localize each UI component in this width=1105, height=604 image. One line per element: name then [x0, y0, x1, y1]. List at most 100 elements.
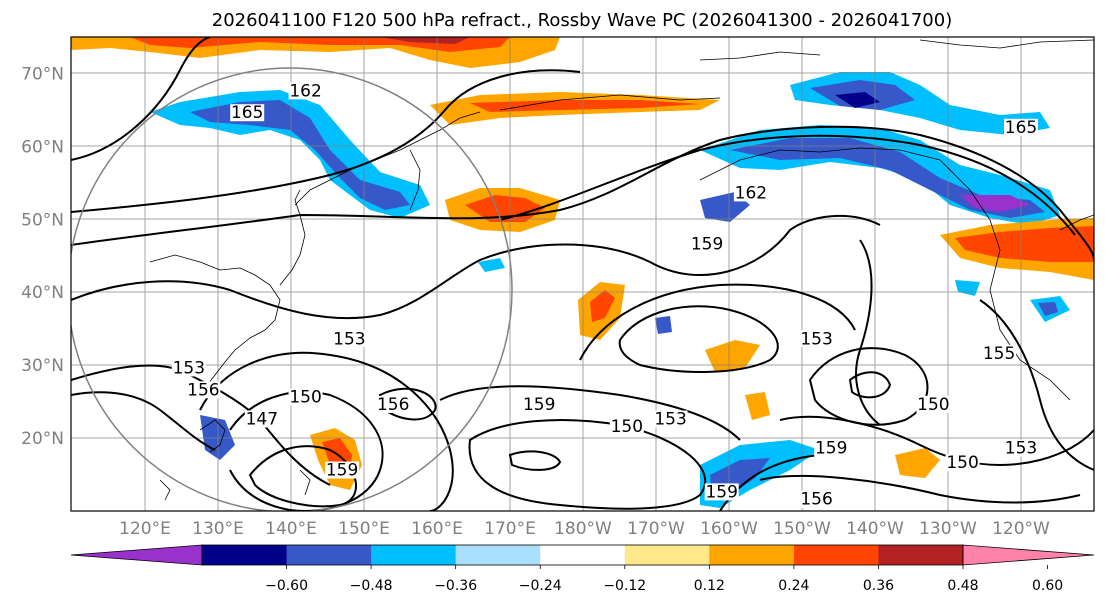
- negative-anomaly-gulf-alaska-peak: [960, 195, 1030, 212]
- contour-label-bg: [690, 235, 725, 253]
- contour-label: 153: [333, 329, 365, 349]
- contour-label-bg: [325, 461, 360, 479]
- contour-label-bg: [288, 82, 323, 100]
- colorbar-segment: [878, 545, 964, 565]
- lat-label: 30°N: [21, 356, 64, 376]
- contour-label-bg: [332, 330, 367, 348]
- contour-label-bg: [704, 483, 739, 501]
- contour-label: 153: [654, 409, 686, 429]
- contour-label-bg: [230, 104, 265, 122]
- colorbar-tick-label: 0.48: [947, 578, 978, 594]
- lon-label: 170°E: [484, 519, 536, 539]
- colorbar-tick-label: −0.36: [434, 578, 477, 594]
- colorbar-segment: [793, 545, 879, 565]
- contour-label: 156: [800, 490, 832, 510]
- lat-label: 60°N: [21, 137, 64, 157]
- contour-label: 153: [173, 358, 205, 378]
- lon-label: 180°W: [554, 519, 612, 539]
- colorbar-tick-label: −0.24: [519, 578, 562, 594]
- lon-label: 120°E: [119, 519, 171, 539]
- negative-anomaly-midwest: [478, 258, 505, 272]
- contour-label: 150: [946, 453, 978, 473]
- positive-anomaly-hawaii-north-core: [590, 290, 615, 322]
- positive-anomaly-east-pacific: [705, 340, 760, 372]
- contour-label: 159: [815, 439, 847, 459]
- contour-label-bg: [376, 395, 411, 413]
- contour-label: 159: [326, 461, 358, 481]
- colorbar-segment: [202, 545, 288, 565]
- contour-label-bg: [288, 388, 323, 406]
- map-frame: [70, 36, 1095, 512]
- contour-label-bg: [916, 395, 951, 413]
- reference-circle: [71, 67, 513, 511]
- contour-label-bg: [244, 410, 279, 428]
- contour-label: 165: [1005, 118, 1037, 138]
- contour-label: 162: [289, 81, 321, 101]
- contour-label: 150: [611, 417, 643, 437]
- lat-label: 20°N: [21, 429, 64, 449]
- anomaly-shading: [71, 37, 1094, 508]
- lon-label: 150°E: [338, 519, 390, 539]
- contour-label-bg: [1004, 439, 1038, 457]
- contour-label: 156: [377, 395, 409, 415]
- contour-label: 159: [691, 234, 723, 254]
- colorbar-tick-label: −0.60: [265, 578, 308, 594]
- positive-anomaly-arctic-peak: [380, 37, 470, 44]
- contour-label: 159: [705, 482, 737, 502]
- lon-label: 160°W: [700, 519, 758, 539]
- colorbar-extend-high: [962, 544, 1095, 566]
- contour-label-bg: [799, 490, 834, 508]
- figure-title: 2026041100 F120 500 hPa refract., Rossby…: [212, 10, 953, 31]
- negative-anomaly-siberia-core: [190, 100, 410, 210]
- contour-label-bg: [522, 395, 557, 413]
- lon-label: 140°W: [846, 519, 904, 539]
- contour-label-bg: [186, 381, 221, 399]
- contour-label-bg: [171, 359, 206, 377]
- negative-anomaly-east-coast-core: [1038, 302, 1058, 316]
- negative-anomaly-bering-north-peak: [835, 92, 880, 108]
- colorbar-tick-label: 0.12: [694, 578, 725, 594]
- lon-label: 170°W: [627, 519, 685, 539]
- negative-anomaly-midwest-2: [655, 316, 672, 334]
- contour-label: 155: [983, 344, 1015, 364]
- lon-label: 150°W: [773, 519, 831, 539]
- colorbar-segment: [455, 545, 541, 565]
- contour-label: 150: [289, 388, 321, 408]
- lon-label: 140°E: [265, 519, 317, 539]
- contour-label-bg: [982, 344, 1017, 362]
- colorbar-segment: [624, 545, 710, 565]
- colorbar-segment: [371, 545, 457, 565]
- lon-label: 120°W: [992, 519, 1050, 539]
- latitude-labels: 70°N 60°N 50°N 40°N 30°N 20°N: [21, 64, 64, 449]
- contour-label: 165: [231, 103, 263, 123]
- contour-label-bg: [945, 454, 980, 472]
- positive-anomaly-north-america-core: [955, 226, 1094, 262]
- lat-label: 40°N: [21, 283, 64, 303]
- positive-anomaly-subtropical-east: [895, 448, 940, 478]
- colorbar-tick-label: −0.48: [350, 578, 393, 594]
- colorbar-frame: [201, 544, 964, 566]
- colorbar-extend-low: [70, 544, 203, 566]
- colorbar-tick-label: −0.12: [603, 578, 646, 594]
- colorbar-segment: [286, 545, 372, 565]
- contour-label: 156: [187, 380, 219, 400]
- colorbar: −0.60 −0.48 −0.36 −0.24 −0.12 0.12 0.24 0.36 0.4…: [70, 544, 1095, 594]
- lon-label: 130°E: [192, 519, 244, 539]
- positive-anomaly-alaska-core: [470, 100, 700, 112]
- colorbar-tick-label: 0.60: [1032, 578, 1063, 594]
- colorbar-segment: [709, 545, 795, 565]
- longitude-labels: 120°E 130°E 140°E 150°E 160°E 170°E 180°W 170°W…: [119, 519, 1050, 539]
- contour-label-bg: [799, 330, 834, 348]
- contour-label: 153: [1005, 439, 1037, 459]
- positive-anomaly-subtropical-mid: [745, 392, 770, 420]
- contour-label: 150: [917, 395, 949, 415]
- colorbar-tick-label: 0.36: [863, 578, 894, 594]
- contour-label: 159: [523, 395, 555, 415]
- lat-label: 50°N: [21, 210, 64, 230]
- contour-label-bg: [1004, 118, 1038, 136]
- contour-label-bg: [609, 417, 644, 435]
- contour-label: 153: [800, 329, 832, 349]
- contour-label-bg: [653, 410, 688, 428]
